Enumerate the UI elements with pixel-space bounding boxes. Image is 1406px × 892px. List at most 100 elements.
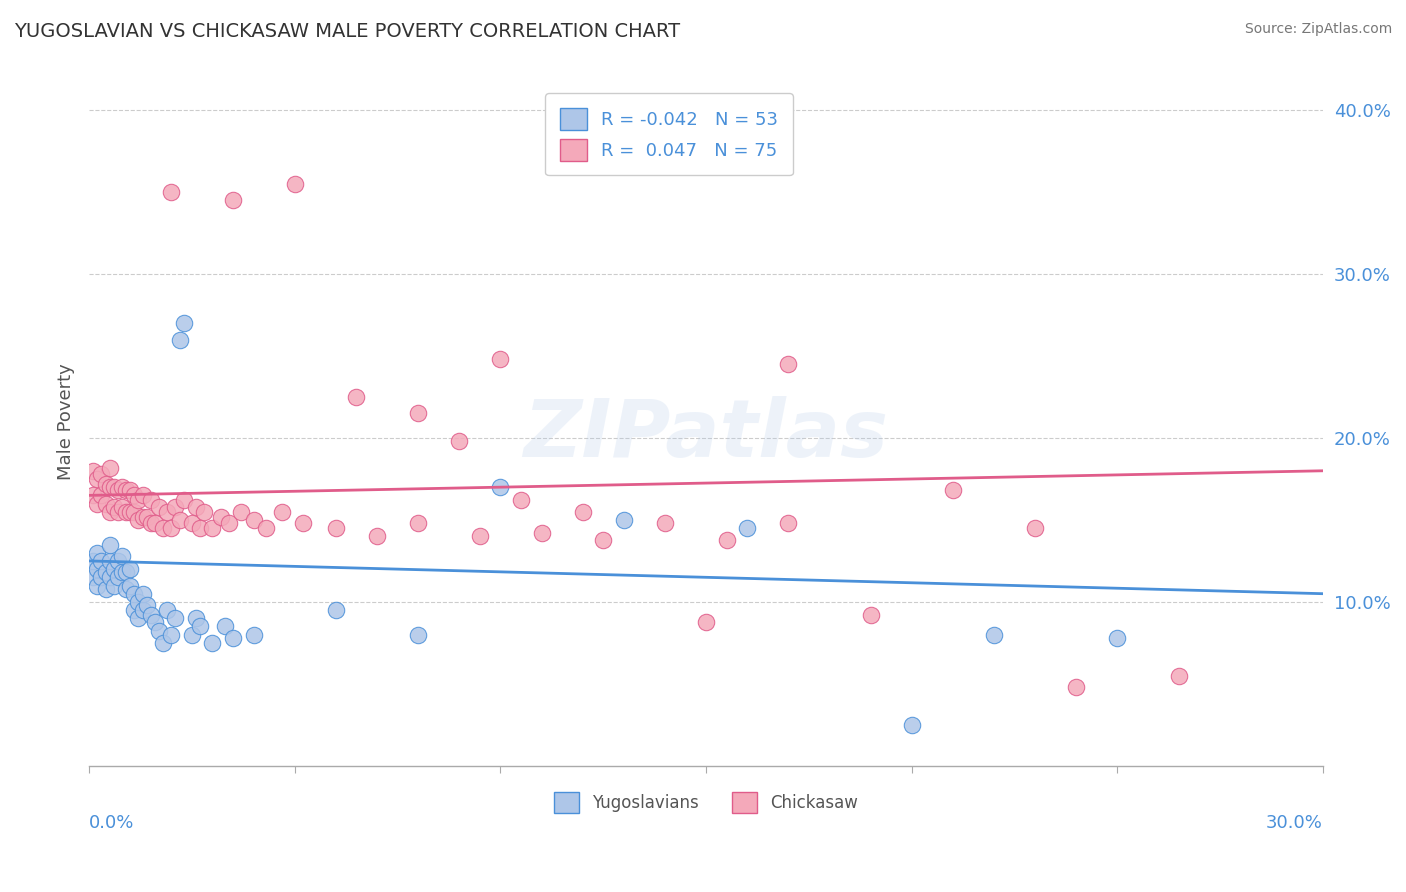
Point [222, 631, 245, 645]
Point [86, 546, 108, 560]
Point [271, 505, 294, 519]
Point [98, 570, 121, 584]
Point [160, 521, 183, 535]
Point [214, 619, 236, 633]
Point [406, 406, 429, 420]
Point [592, 533, 614, 547]
Point [90, 467, 112, 481]
Point [152, 636, 174, 650]
Point [778, 357, 800, 371]
Point [107, 570, 129, 584]
Point [103, 500, 125, 514]
Y-axis label: Male Poverty: Male Poverty [58, 363, 75, 480]
Point [716, 533, 738, 547]
Point [1107, 631, 1129, 645]
Text: YUGOSLAVIAN VS CHICKASAW MALE POVERTY CORRELATION CHART: YUGOSLAVIAN VS CHICKASAW MALE POVERTY CO… [14, 22, 681, 41]
Text: 0.0%: 0.0% [89, 814, 135, 832]
Point [152, 521, 174, 535]
Point [120, 578, 142, 592]
Point [1064, 680, 1087, 694]
Point [124, 505, 146, 519]
Point [173, 493, 195, 508]
Point [82, 570, 104, 584]
Point [169, 513, 191, 527]
Point [82, 488, 104, 502]
Point [139, 516, 162, 531]
Point [115, 582, 138, 596]
Point [120, 483, 142, 498]
Point [143, 615, 166, 629]
Point [184, 611, 207, 625]
Point [1168, 668, 1191, 682]
Point [94, 476, 117, 491]
Point [654, 516, 676, 531]
Point [107, 483, 129, 498]
Point [449, 434, 471, 449]
Point [489, 352, 512, 367]
Point [231, 505, 253, 519]
Point [983, 628, 1005, 642]
Point [489, 480, 512, 494]
Legend: Yugoslavians, Chickasaw: Yugoslavians, Chickasaw [547, 786, 865, 820]
Point [124, 488, 146, 502]
Point [406, 628, 429, 642]
Point [180, 628, 202, 642]
Point [86, 472, 108, 486]
Point [165, 500, 187, 514]
Point [201, 521, 224, 535]
Point [284, 177, 307, 191]
Point [107, 554, 129, 568]
Point [124, 587, 146, 601]
Point [143, 516, 166, 531]
Point [98, 554, 121, 568]
Point [222, 194, 245, 208]
Point [98, 505, 121, 519]
Point [148, 500, 170, 514]
Point [82, 464, 104, 478]
Point [124, 603, 146, 617]
Point [131, 488, 153, 502]
Point [530, 526, 553, 541]
Point [254, 521, 277, 535]
Point [201, 636, 224, 650]
Point [173, 316, 195, 330]
Point [778, 516, 800, 531]
Point [111, 566, 134, 580]
Point [188, 521, 211, 535]
Point [98, 460, 121, 475]
Point [156, 603, 179, 617]
Point [86, 497, 108, 511]
Point [90, 488, 112, 502]
Point [160, 185, 183, 199]
Point [103, 480, 125, 494]
Point [103, 562, 125, 576]
Point [131, 587, 153, 601]
Point [131, 603, 153, 617]
Point [90, 554, 112, 568]
Point [115, 505, 138, 519]
Point [120, 562, 142, 576]
Point [98, 537, 121, 551]
Point [107, 505, 129, 519]
Point [139, 607, 162, 622]
Text: 30.0%: 30.0% [1267, 814, 1323, 832]
Point [366, 529, 388, 543]
Point [120, 505, 142, 519]
Point [188, 619, 211, 633]
Point [1024, 521, 1046, 535]
Point [242, 628, 264, 642]
Point [115, 483, 138, 498]
Point [127, 513, 149, 527]
Point [98, 480, 121, 494]
Point [942, 483, 965, 498]
Point [115, 566, 138, 580]
Point [695, 615, 717, 629]
Point [131, 509, 153, 524]
Point [169, 333, 191, 347]
Point [103, 578, 125, 592]
Point [510, 493, 533, 508]
Point [325, 521, 347, 535]
Point [135, 598, 157, 612]
Point [148, 624, 170, 639]
Point [127, 493, 149, 508]
